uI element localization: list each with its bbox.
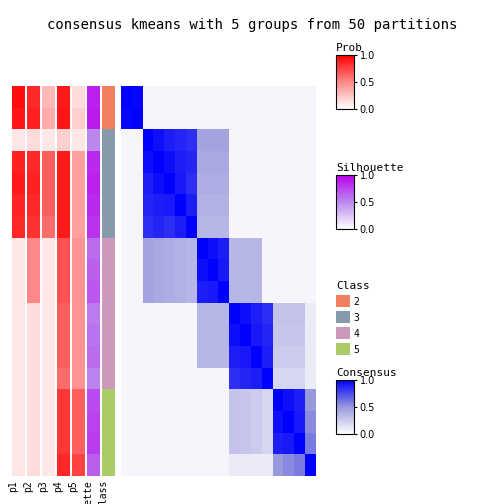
Text: Class: Class (98, 480, 108, 504)
Text: consensus kmeans with 5 groups from 50 partitions: consensus kmeans with 5 groups from 50 p… (47, 18, 457, 32)
Text: Silhouette: Silhouette (336, 163, 404, 173)
Text: Silhouette: Silhouette (84, 480, 94, 504)
Text: Prob: Prob (336, 43, 363, 53)
Text: Consensus: Consensus (336, 368, 397, 378)
Text: 3: 3 (353, 313, 359, 323)
Text: p2: p2 (24, 480, 33, 492)
Text: p4: p4 (53, 480, 64, 492)
Text: p3: p3 (38, 480, 48, 492)
Text: Class: Class (336, 281, 370, 291)
Text: 5: 5 (353, 345, 359, 355)
Text: 2: 2 (353, 297, 359, 307)
Text: 4: 4 (353, 329, 359, 339)
Text: p1: p1 (9, 480, 19, 492)
Text: p5: p5 (69, 480, 79, 492)
